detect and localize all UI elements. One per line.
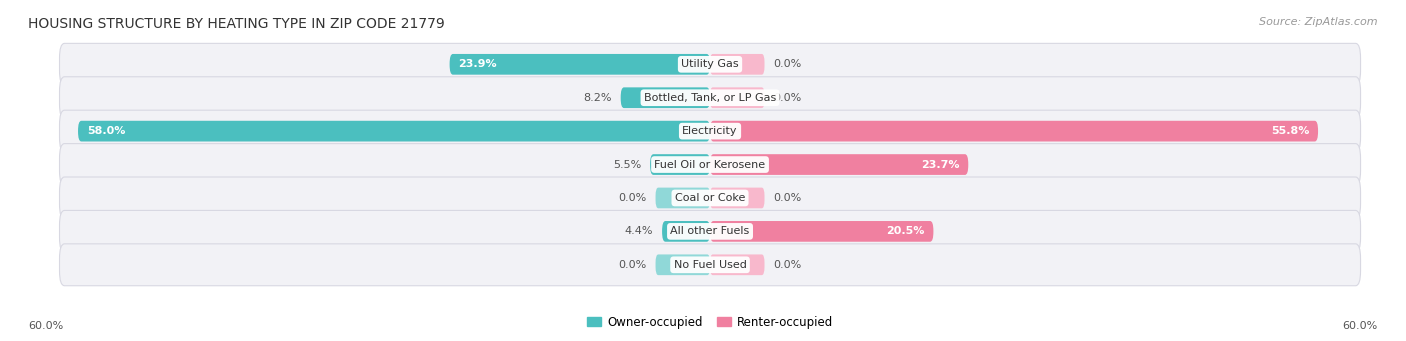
Text: 60.0%: 60.0% — [28, 321, 63, 330]
FancyBboxPatch shape — [59, 210, 1361, 252]
FancyBboxPatch shape — [710, 121, 1317, 142]
Text: Electricity: Electricity — [682, 126, 738, 136]
FancyBboxPatch shape — [662, 221, 710, 242]
Text: 8.2%: 8.2% — [583, 93, 612, 103]
Text: Coal or Coke: Coal or Coke — [675, 193, 745, 203]
FancyBboxPatch shape — [710, 54, 765, 75]
Text: Bottled, Tank, or LP Gas: Bottled, Tank, or LP Gas — [644, 93, 776, 103]
Legend: Owner-occupied, Renter-occupied: Owner-occupied, Renter-occupied — [586, 316, 834, 329]
FancyBboxPatch shape — [710, 221, 934, 242]
Text: 23.9%: 23.9% — [458, 59, 496, 69]
FancyBboxPatch shape — [710, 188, 765, 208]
FancyBboxPatch shape — [59, 43, 1361, 85]
FancyBboxPatch shape — [59, 244, 1361, 286]
FancyBboxPatch shape — [710, 254, 765, 275]
FancyBboxPatch shape — [650, 154, 710, 175]
Text: 0.0%: 0.0% — [619, 260, 647, 270]
FancyBboxPatch shape — [79, 121, 710, 142]
Text: 5.5%: 5.5% — [613, 160, 641, 169]
FancyBboxPatch shape — [710, 154, 969, 175]
Text: 60.0%: 60.0% — [1343, 321, 1378, 330]
Text: Fuel Oil or Kerosene: Fuel Oil or Kerosene — [654, 160, 766, 169]
FancyBboxPatch shape — [655, 188, 710, 208]
FancyBboxPatch shape — [620, 87, 710, 108]
Text: Source: ZipAtlas.com: Source: ZipAtlas.com — [1260, 17, 1378, 27]
Text: No Fuel Used: No Fuel Used — [673, 260, 747, 270]
Text: 0.0%: 0.0% — [773, 59, 801, 69]
Text: 23.7%: 23.7% — [921, 160, 959, 169]
Text: All other Fuels: All other Fuels — [671, 226, 749, 236]
FancyBboxPatch shape — [450, 54, 710, 75]
Text: 0.0%: 0.0% — [619, 193, 647, 203]
Text: HOUSING STRUCTURE BY HEATING TYPE IN ZIP CODE 21779: HOUSING STRUCTURE BY HEATING TYPE IN ZIP… — [28, 17, 444, 31]
Text: 58.0%: 58.0% — [87, 126, 125, 136]
FancyBboxPatch shape — [59, 110, 1361, 152]
Text: 0.0%: 0.0% — [773, 193, 801, 203]
Text: 20.5%: 20.5% — [886, 226, 925, 236]
FancyBboxPatch shape — [655, 254, 710, 275]
FancyBboxPatch shape — [59, 144, 1361, 186]
Text: 0.0%: 0.0% — [773, 93, 801, 103]
Text: Utility Gas: Utility Gas — [682, 59, 738, 69]
Text: 55.8%: 55.8% — [1271, 126, 1309, 136]
Text: 0.0%: 0.0% — [773, 260, 801, 270]
FancyBboxPatch shape — [710, 87, 765, 108]
Text: 4.4%: 4.4% — [624, 226, 654, 236]
FancyBboxPatch shape — [59, 77, 1361, 119]
FancyBboxPatch shape — [59, 177, 1361, 219]
